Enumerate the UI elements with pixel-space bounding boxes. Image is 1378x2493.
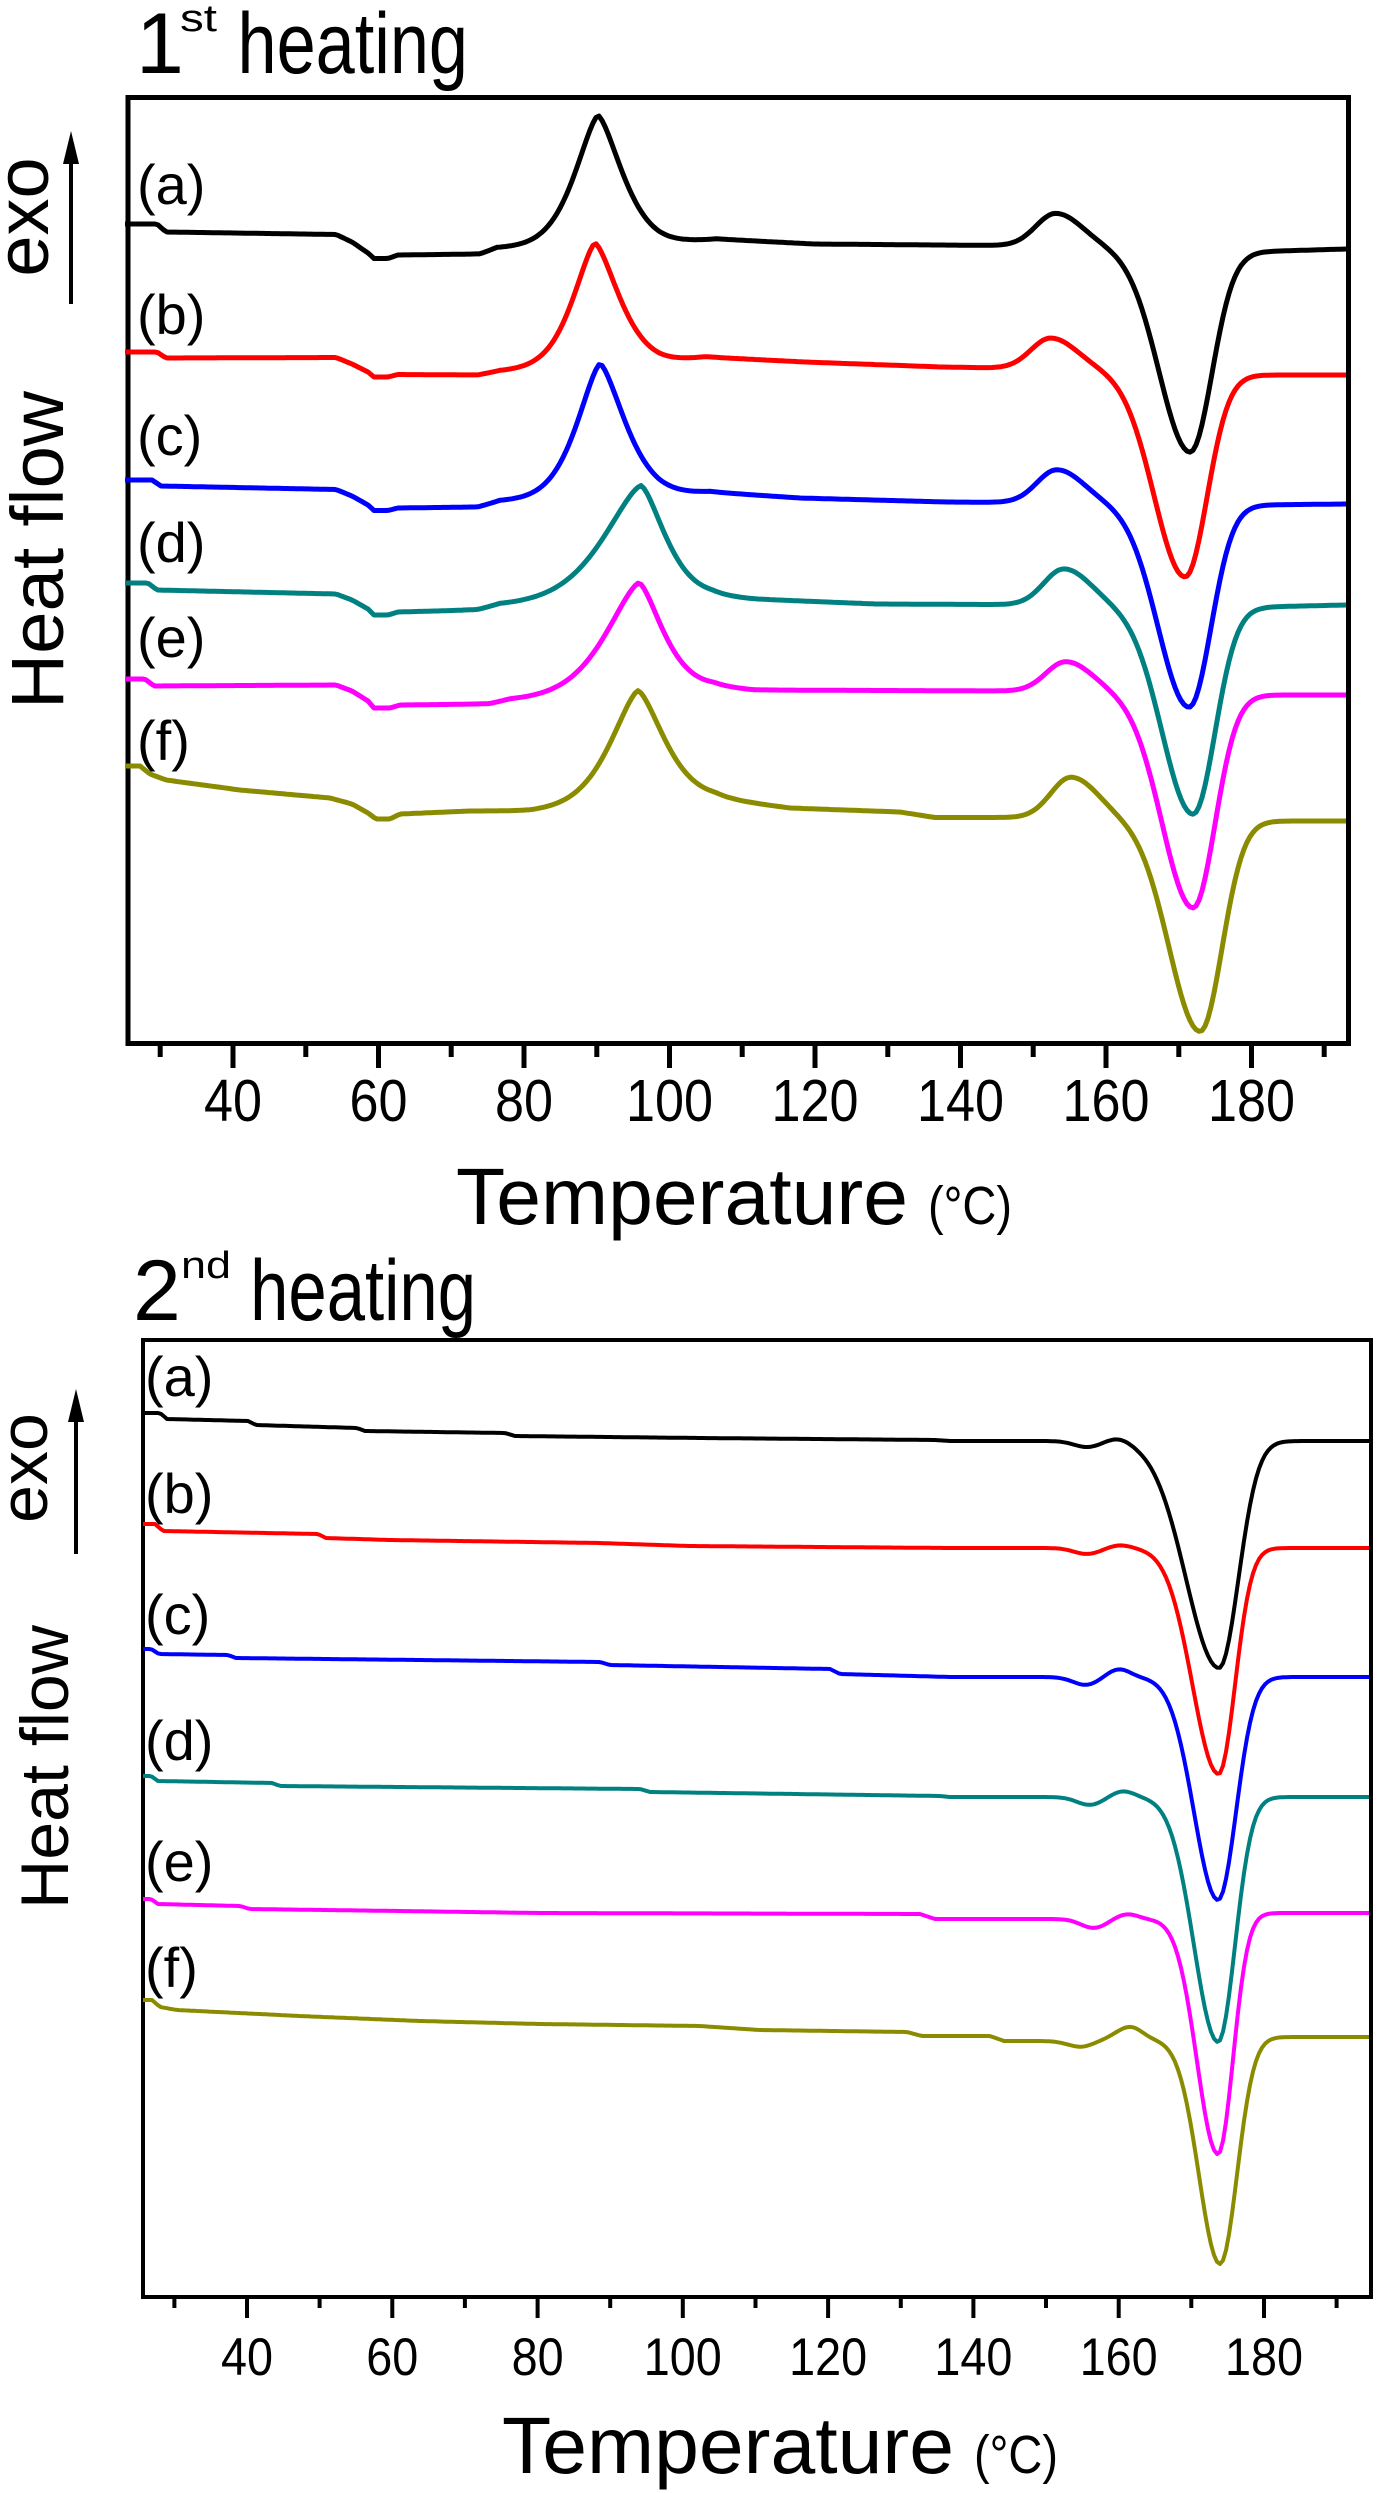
svg-text:(e): (e) bbox=[137, 606, 205, 669]
svg-text:(e): (e) bbox=[145, 1830, 213, 1893]
svg-text:Temperature: Temperature bbox=[502, 2401, 954, 2490]
svg-text:100: 100 bbox=[644, 2328, 722, 2387]
svg-text:120: 120 bbox=[789, 2328, 867, 2387]
svg-text:140: 140 bbox=[917, 1068, 1004, 1134]
svg-text:100: 100 bbox=[626, 1068, 713, 1134]
svg-text:st: st bbox=[180, 0, 218, 40]
svg-text:180: 180 bbox=[1208, 1068, 1295, 1134]
svg-text:(a): (a) bbox=[137, 153, 205, 216]
svg-text:heating: heating bbox=[218, 0, 468, 92]
svg-text:60: 60 bbox=[366, 2328, 418, 2387]
svg-text:Heat flow: Heat flow bbox=[0, 390, 79, 709]
svg-text:(d): (d) bbox=[145, 1709, 213, 1772]
svg-text:140: 140 bbox=[934, 2328, 1012, 2387]
svg-text:160: 160 bbox=[1080, 2328, 1158, 2387]
svg-text:(b): (b) bbox=[137, 283, 205, 346]
svg-text:Heat flow: Heat flow bbox=[7, 1624, 83, 1909]
svg-text:(f): (f) bbox=[137, 709, 190, 772]
svg-text:80: 80 bbox=[495, 1068, 553, 1134]
svg-text:nd: nd bbox=[181, 1245, 231, 1287]
svg-text:40: 40 bbox=[204, 1068, 262, 1134]
svg-text:(c): (c) bbox=[137, 404, 202, 467]
svg-text:Temperature: Temperature bbox=[456, 1152, 908, 1241]
svg-text:(b): (b) bbox=[145, 1462, 213, 1525]
svg-text:120: 120 bbox=[772, 1068, 859, 1134]
svg-text:180: 180 bbox=[1225, 2328, 1303, 2387]
svg-text:(c): (c) bbox=[145, 1583, 210, 1646]
svg-text:40: 40 bbox=[221, 2328, 273, 2387]
svg-text:(f): (f) bbox=[145, 1936, 198, 1999]
svg-text:exo: exo bbox=[0, 1413, 62, 1523]
svg-text:(a): (a) bbox=[145, 1345, 213, 1408]
svg-text:2: 2 bbox=[133, 1243, 181, 1339]
svg-text:60: 60 bbox=[350, 1068, 408, 1134]
svg-text:(°C): (°C) bbox=[928, 1176, 1012, 1236]
svg-text:(°C): (°C) bbox=[974, 2425, 1058, 2485]
svg-text:1: 1 bbox=[136, 0, 184, 92]
svg-text:(d): (d) bbox=[137, 511, 205, 574]
svg-text:heating: heating bbox=[231, 1243, 476, 1339]
svg-text:80: 80 bbox=[512, 2328, 564, 2387]
svg-text:160: 160 bbox=[1063, 1068, 1150, 1134]
svg-text:exo: exo bbox=[0, 157, 64, 276]
